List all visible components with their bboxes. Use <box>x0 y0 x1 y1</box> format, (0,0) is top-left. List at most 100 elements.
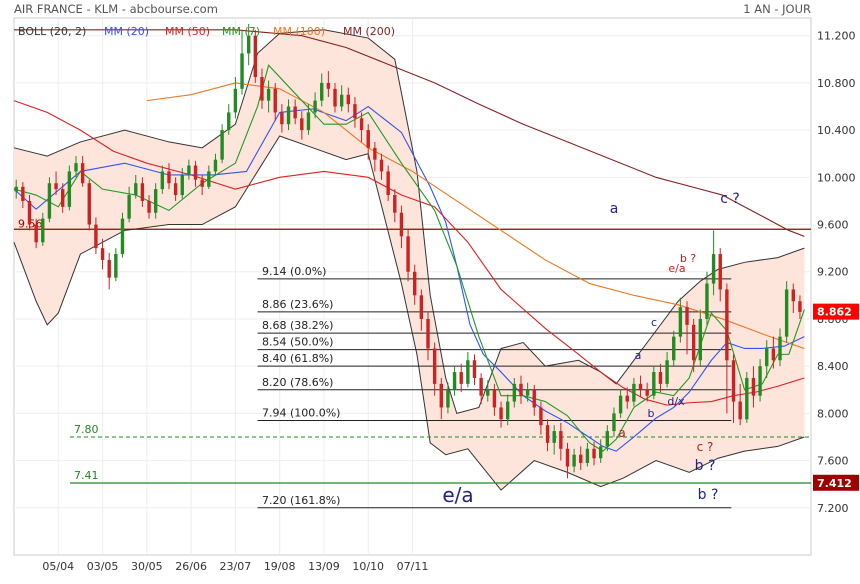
candle-body <box>665 360 669 384</box>
candle-body <box>220 130 224 160</box>
fibonacci-label: 8.86 (23.6%) <box>262 298 334 311</box>
candle-body <box>539 407 543 426</box>
candle-body <box>765 348 769 367</box>
candle-body <box>21 186 25 201</box>
candle-body <box>240 53 244 89</box>
candle-body <box>413 271 417 296</box>
candle-body <box>379 159 384 172</box>
candle-body <box>153 189 158 213</box>
candle-body <box>266 88 271 101</box>
y-tick-label: 11.200 <box>817 30 856 43</box>
x-tick-label: 07/11 <box>397 560 429 573</box>
candle-body <box>519 383 523 396</box>
candle-body <box>34 224 38 243</box>
candle-body <box>625 395 629 402</box>
bollinger-upper-line <box>13 29 805 414</box>
candle-body <box>127 195 131 219</box>
candle-body <box>167 171 171 184</box>
legend-item: MM (7) <box>222 25 260 38</box>
candle-body <box>14 186 18 192</box>
candle-body <box>691 324 696 361</box>
candle-body <box>173 183 178 196</box>
candle-body <box>399 212 404 237</box>
x-tick-label: 05/04 <box>42 560 74 573</box>
chart-period: 1 AN - JOUR <box>743 2 811 16</box>
candle-body <box>393 195 397 213</box>
price-tag-label: 7.412 <box>817 477 852 490</box>
bollinger-lower-line <box>13 135 805 491</box>
candle-body <box>134 183 138 196</box>
candle-body <box>373 147 377 160</box>
candle-body <box>645 389 649 396</box>
candle-body <box>579 454 583 463</box>
candle-body <box>572 454 576 467</box>
x-tick-label: 03/05 <box>87 560 119 573</box>
candle-body <box>678 307 683 337</box>
candle-body <box>452 372 457 390</box>
candle-body <box>711 254 716 284</box>
candle-body <box>598 446 603 459</box>
ma-line <box>13 105 805 452</box>
candle-body <box>751 377 756 396</box>
candle-body <box>67 171 72 207</box>
candle-body <box>638 383 643 390</box>
candle-body <box>293 106 297 119</box>
y-tick-label: 7.600 <box>817 455 849 468</box>
candle-body <box>479 377 483 396</box>
candle-body <box>632 383 636 402</box>
candle-body <box>227 112 231 131</box>
candle-body <box>180 174 184 196</box>
candle-body <box>260 77 264 101</box>
candle-body <box>459 372 463 384</box>
candle-body <box>80 163 85 184</box>
y-tick-label: 8.400 <box>817 360 849 373</box>
candle-body <box>618 395 623 414</box>
candle-body <box>486 389 490 396</box>
candle-body <box>54 183 58 190</box>
candle-body <box>346 94 350 105</box>
x-tick-label: 10/10 <box>352 560 384 573</box>
candle-body <box>74 163 78 172</box>
ma-line <box>13 64 805 452</box>
reference-line-label: 7.80 <box>74 423 99 436</box>
annotation-label: b ? <box>698 487 719 503</box>
candle-body <box>525 389 530 396</box>
candle-body <box>784 289 789 337</box>
annotation-label: b ? <box>680 252 696 265</box>
price-tag-label: 8.862 <box>817 306 852 319</box>
candle-body <box>738 401 742 420</box>
candle-body <box>419 295 424 319</box>
candle-body <box>333 88 337 107</box>
candle-body <box>61 189 65 207</box>
candle-body <box>47 183 52 219</box>
y-tick-label: 9.200 <box>817 266 849 279</box>
candle-body <box>306 112 311 131</box>
candle-body <box>233 88 238 113</box>
legend-item: MM (100) <box>273 25 325 38</box>
annotation-label: c ? <box>697 440 714 454</box>
candle-body <box>466 360 470 384</box>
candle-body <box>147 200 151 213</box>
y-tick-label: 8.000 <box>817 407 849 420</box>
fibonacci-label: 8.40 (61.8%) <box>262 352 334 365</box>
candle-body <box>705 283 709 319</box>
chart-title: AIR FRANCE - KLM - abcbourse.com <box>14 2 218 16</box>
candle-body <box>200 179 204 187</box>
annotation-label: a <box>635 349 642 362</box>
candle-body <box>559 431 563 449</box>
annotation-label: b <box>648 407 655 420</box>
candle-body <box>253 35 258 78</box>
candle-body <box>366 130 370 148</box>
candle-body <box>326 82 331 89</box>
candle-body <box>758 366 762 396</box>
candle-body <box>698 318 703 361</box>
legend-item: MM (20) <box>104 25 149 38</box>
candle-body <box>406 236 410 272</box>
y-tick-label: 10.000 <box>817 171 856 184</box>
candle-body <box>499 407 503 420</box>
x-tick-label: 30/05 <box>131 560 163 573</box>
candle-body <box>552 431 556 443</box>
candle-body <box>213 159 218 172</box>
